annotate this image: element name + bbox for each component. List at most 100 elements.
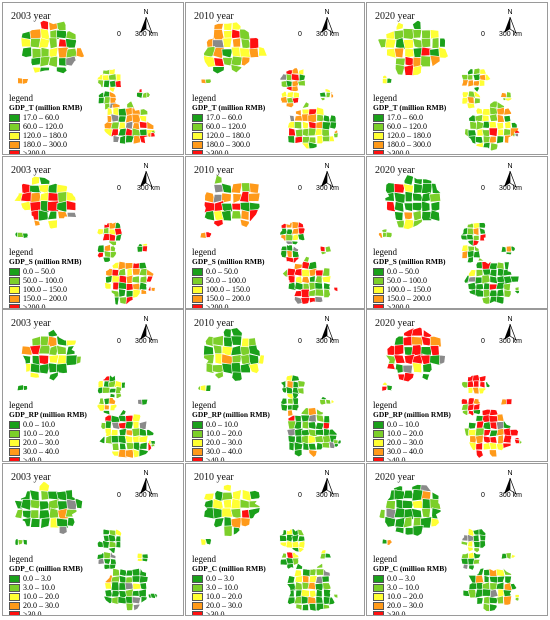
legend-item-label: >40.0 (387, 456, 406, 462)
choropleth-map (378, 173, 520, 305)
county-area (248, 192, 261, 202)
county-area (330, 399, 335, 405)
county-area (393, 47, 405, 59)
county-area (241, 56, 251, 68)
county-area (132, 268, 141, 276)
county-area (286, 575, 296, 584)
legend-item-label: 150.0 – 200.0 (387, 294, 431, 303)
legend-swatch (9, 583, 20, 592)
legend-item: 120.0 – 180.0 (9, 131, 82, 140)
county-area (297, 233, 306, 242)
county-area (475, 442, 483, 451)
county-area (118, 575, 127, 584)
county-area (467, 129, 477, 137)
county-area (102, 256, 111, 262)
county-area (488, 596, 499, 604)
county-area (413, 175, 424, 186)
region-group (281, 374, 306, 399)
county-area (519, 439, 522, 445)
county-area (421, 200, 431, 213)
county-area (478, 227, 486, 235)
county-area (287, 409, 294, 417)
county-area (119, 134, 126, 145)
county-area (503, 289, 512, 298)
scale-start: 0 (117, 492, 121, 499)
county-area (204, 538, 212, 546)
scale-end: 300 km (316, 31, 339, 38)
region-group (13, 176, 78, 231)
county-area (478, 374, 487, 383)
county-area (472, 80, 481, 87)
north-arrow-shape (504, 324, 517, 341)
legend-item-label: 50.0 – 100.0 (206, 276, 246, 285)
legend-item: >300.0 (373, 149, 446, 154)
choropleth-map (14, 481, 158, 612)
county-area (500, 553, 507, 560)
legend-item-label: 180.0 – 300.0 (206, 140, 250, 149)
legend-item: >300.0 (192, 149, 265, 154)
county-area (472, 386, 480, 395)
county-area (328, 596, 335, 606)
region-group (279, 528, 306, 552)
panel-year: 2020 year (375, 472, 415, 483)
county-area (292, 557, 300, 566)
region-group (500, 398, 513, 406)
county-area (136, 245, 144, 253)
region-group (136, 88, 151, 99)
county-area (56, 517, 69, 529)
scale-end: 300 km (499, 31, 522, 38)
legend-item: 0.0 – 10.0 (192, 420, 270, 429)
region-group (96, 551, 117, 570)
county-area (22, 78, 29, 85)
legend-item-label: 10.0 – 20.0 (387, 429, 423, 438)
region-group (203, 175, 261, 228)
legend-item-label: 17.0 – 60.0 (206, 113, 242, 122)
county-area (285, 233, 294, 241)
legend-swatch (9, 420, 20, 429)
legend-item: >40.0 (192, 456, 270, 461)
county-area (385, 231, 393, 238)
county-area (56, 66, 70, 74)
county-area (315, 429, 324, 436)
county-area (474, 97, 481, 105)
legend: legend GDP_S (million RMB) 0.0 – 50.0 50.0 … (9, 248, 82, 308)
map-panel: 2010 year N 0 300 km legend GDP_C (million RM… (185, 463, 365, 616)
county-area (97, 244, 105, 253)
legend-item: 30.0 – 40.0 (9, 447, 87, 456)
county-area (38, 209, 49, 222)
region-group (512, 130, 520, 138)
legend-item-label: 30.0 – 40.0 (23, 447, 59, 456)
legend-item: 3.0 – 10.0 (9, 583, 83, 592)
county-area (403, 64, 415, 76)
county-area (205, 384, 212, 392)
legend-title: legend (9, 554, 33, 564)
county-area (420, 37, 431, 49)
county-area (125, 602, 134, 612)
county-area (213, 184, 224, 194)
legend-swatch (192, 610, 203, 615)
county-area (38, 509, 51, 520)
county-area (402, 218, 415, 230)
legend: legend GDP_C (million RMB) 0.0 – 3.0 3.0 – … (373, 555, 447, 615)
county-area (505, 97, 513, 101)
county-area (411, 362, 423, 373)
county-area (125, 295, 134, 305)
county-area (132, 288, 141, 299)
county-area (295, 128, 304, 138)
county-area (514, 290, 520, 294)
north-arrow-shape (504, 17, 517, 34)
county-area (412, 37, 423, 50)
scale-end: 300 km (499, 338, 522, 345)
county-area (472, 227, 480, 236)
county-area (421, 211, 432, 221)
county-area (47, 210, 57, 221)
legend-swatch (9, 601, 20, 610)
county-area (467, 557, 476, 566)
panel-year: 2020 year (375, 11, 415, 22)
legend-item-label: 30.0 – 40.0 (206, 447, 242, 456)
region-group (513, 437, 522, 445)
region-group (381, 382, 393, 392)
county-area (505, 552, 512, 560)
north-arrow-shape (321, 478, 334, 495)
county-area (322, 267, 331, 277)
